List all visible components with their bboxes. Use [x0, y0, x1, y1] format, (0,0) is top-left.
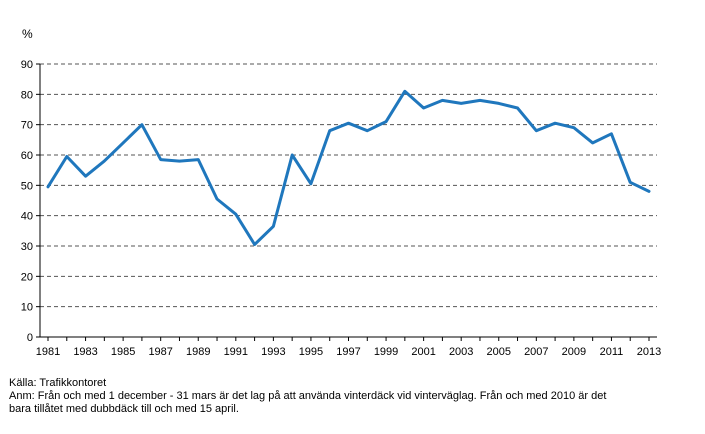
- data-point: [403, 90, 407, 93]
- y-tick-label: 60: [21, 150, 33, 162]
- source-note: Källa: Trafikkontoret: [9, 377, 107, 389]
- data-point: [441, 99, 444, 102]
- y-tick-label: 10: [21, 302, 33, 314]
- data-point: [347, 121, 350, 125]
- y-axis-label: %: [22, 27, 33, 41]
- x-tick-label: 1989: [186, 346, 210, 358]
- y-tick-label: 20: [21, 271, 33, 283]
- data-point: [309, 182, 313, 186]
- y-tick-label: 70: [21, 120, 33, 132]
- y-tick-label: 90: [21, 59, 33, 71]
- x-tick-label: 2007: [524, 346, 548, 358]
- x-tick-labels: 1981 1983 1985 1987 1989 1991 1993 1995 1997 1999…: [36, 346, 661, 358]
- data-point: [572, 126, 576, 129]
- x-tick-label: 1981: [36, 346, 60, 358]
- data-point: [535, 129, 538, 132]
- series-group: [46, 89, 651, 246]
- y-tick-label: 30: [21, 241, 33, 253]
- x-tick-label: 1991: [224, 346, 248, 358]
- data-point: [384, 120, 388, 123]
- x-tick-label: 1995: [299, 346, 323, 358]
- x-tick-label: 2011: [600, 346, 624, 358]
- data-point: [553, 121, 557, 125]
- x-tick-label: 1997: [336, 346, 360, 358]
- gridlines: [40, 63, 657, 308]
- x-tick-label: 1983: [73, 346, 97, 358]
- data-point: [629, 181, 632, 184]
- data-point: [215, 197, 219, 201]
- data-point: [197, 158, 200, 161]
- x-tick-label: 1987: [148, 346, 172, 358]
- y-tick-label: 80: [21, 89, 33, 101]
- data-point: [647, 190, 651, 193]
- axes: [36, 63, 657, 341]
- chart-notes: Källa: Trafikkontoret Anm: Från och med …: [9, 377, 606, 416]
- data-point: [272, 225, 275, 228]
- data-point: [290, 153, 294, 157]
- y-tick-label: 50: [21, 180, 33, 192]
- data-point: [159, 158, 162, 161]
- data-point: [328, 129, 331, 132]
- x-tick-label: 1985: [111, 346, 135, 358]
- x-tick-label: 2003: [449, 346, 473, 358]
- data-point: [84, 175, 87, 178]
- data-point: [140, 123, 144, 126]
- remark-note-line-1: Anm: Från och med 1 december - 31 mars ä…: [9, 390, 607, 402]
- data-point: [591, 141, 594, 145]
- data-point: [497, 102, 500, 105]
- x-tick-label: 1999: [374, 346, 398, 358]
- data-point: [65, 155, 68, 158]
- data-point: [459, 102, 463, 105]
- data-point: [478, 99, 482, 102]
- remark-note-line-2: bara tillåtet med dubbdäck till och med …: [9, 403, 239, 415]
- y-tick-label: 40: [21, 211, 33, 223]
- data-point: [121, 141, 125, 145]
- x-tick-label: 2001: [411, 346, 435, 358]
- x-tick-label: 1993: [261, 346, 285, 358]
- x-tick-label: 2009: [562, 346, 586, 358]
- y-tick-label: 0: [27, 332, 33, 344]
- data-point: [610, 132, 613, 135]
- data-point: [46, 185, 50, 189]
- data-point: [516, 106, 519, 110]
- data-point: [103, 159, 106, 163]
- y-tick-labels: 0 10 20 30 40 50 60 70 80 90: [21, 59, 33, 344]
- series-line: [46, 89, 651, 246]
- x-tick-label: 2013: [637, 346, 661, 358]
- data-point: [366, 129, 369, 132]
- data-point: [178, 159, 181, 163]
- data-point: [422, 106, 425, 110]
- data-point: [253, 243, 256, 246]
- data-point: [234, 212, 238, 216]
- x-tick-label: 2005: [487, 346, 511, 358]
